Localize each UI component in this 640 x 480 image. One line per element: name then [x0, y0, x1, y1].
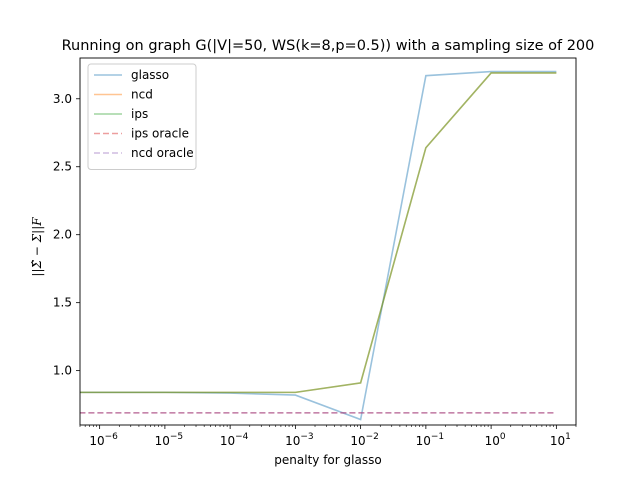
legend-label: ncd oracle: [131, 146, 194, 160]
series-line-glasso: [80, 70, 557, 421]
x-axis-label: penalty for glasso: [274, 453, 381, 467]
legend-label: glasso: [131, 68, 169, 82]
legend: glasso ncd ips ips oracle ncd oracle: [87, 63, 197, 170]
series-line-ips: [80, 72, 557, 394]
series-line-ncd: [80, 72, 557, 394]
y-tick-label: 2.0: [53, 228, 72, 242]
y-tick-label: 1.5: [53, 296, 72, 310]
legend-box: [87, 63, 197, 170]
y-axis-label: ||Σ̂ − Σ||F: [30, 217, 44, 277]
series-lines: [80, 70, 557, 421]
axes-frame: [79, 57, 577, 426]
y-tick-label: 2.5: [53, 160, 72, 174]
legend-label: ips oracle: [131, 127, 189, 141]
plot-area: [80, 70, 557, 421]
legend-label: ncd: [131, 88, 153, 102]
legend-label: ips: [131, 107, 148, 121]
chart-title: Running on graph G(|V|=50, WS(k=8,p=0.5)…: [62, 38, 595, 54]
y-tick-label: 1.0: [53, 364, 72, 378]
y-tick-label: 3.0: [53, 92, 72, 106]
